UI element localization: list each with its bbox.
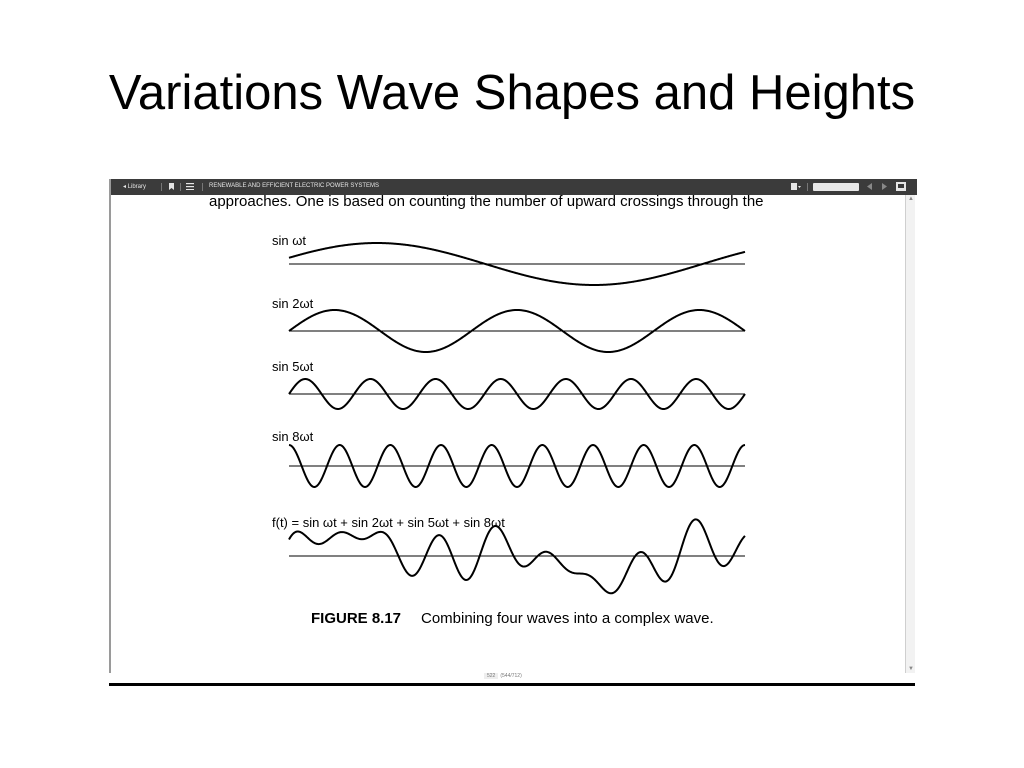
wave-curve-4 (288, 443, 746, 489)
wave-row-3: sin 5ωt (272, 359, 746, 411)
prev-arrow-icon[interactable] (867, 183, 873, 192)
page-text-line: approaches. One is based on counting the… (209, 195, 764, 210)
figure-canvas: approaches. One is based on counting the… (209, 195, 764, 627)
wave-curve-3 (288, 377, 746, 411)
list-icon[interactable] (186, 183, 194, 192)
vertical-scrollbar[interactable]: ▲ ▼ (905, 195, 915, 673)
figure-caption: Combining four waves into a complex wave… (421, 610, 714, 627)
search-input[interactable] (813, 183, 859, 191)
wave-row-4: sin 8ωt (272, 429, 746, 489)
page-position: (544/712) (500, 673, 522, 679)
ebook-viewer: ◂ Library RENEWABLE AND EFFICIENT ELECTR… (109, 179, 917, 673)
wave-label-2: sin 2ωt (272, 296, 314, 311)
figure-number: FIGURE 8.17 (311, 610, 401, 627)
wave-row-5: f(t) = sin ωt + sin 2ωt + sin 5ωt + sin … (272, 515, 746, 595)
wave-row-2: sin 2ωt (272, 296, 746, 354)
page-number[interactable]: 522 (484, 673, 499, 679)
bottom-rule (109, 683, 915, 686)
fullscreen-icon[interactable] (896, 182, 906, 193)
wave-row-1: sin ωt (272, 233, 746, 286)
wave-label-5: f(t) = sin ωt + sin 2ωt + sin 5ωt + sin … (272, 515, 505, 530)
scroll-up-icon[interactable]: ▲ (908, 196, 914, 202)
wave-curve-2 (288, 308, 746, 354)
slide-title: Variations Wave Shapes and Heights (108, 66, 916, 120)
bookmark-icon[interactable] (169, 183, 175, 192)
page-view-icon[interactable] (791, 183, 801, 192)
wave-label-4: sin 8ωt (272, 429, 314, 444)
wave-label-3: sin 5ωt (272, 359, 314, 374)
book-title: RENEWABLE AND EFFICIENT ELECTRIC POWER S… (209, 183, 380, 189)
wave-curve-1 (288, 242, 746, 286)
page-indicator: 522 (544/712) (484, 673, 544, 683)
wave-curve-5 (288, 518, 746, 595)
next-arrow-icon[interactable] (882, 183, 888, 192)
viewer-toolbar: ◂ Library RENEWABLE AND EFFICIENT ELECTR… (111, 179, 917, 195)
scroll-down-icon[interactable]: ▼ (908, 666, 914, 672)
wave-label-1: sin ωt (272, 233, 306, 248)
book-page: approaches. One is based on counting the… (111, 195, 905, 673)
library-button[interactable]: ◂ Library (123, 184, 147, 190)
